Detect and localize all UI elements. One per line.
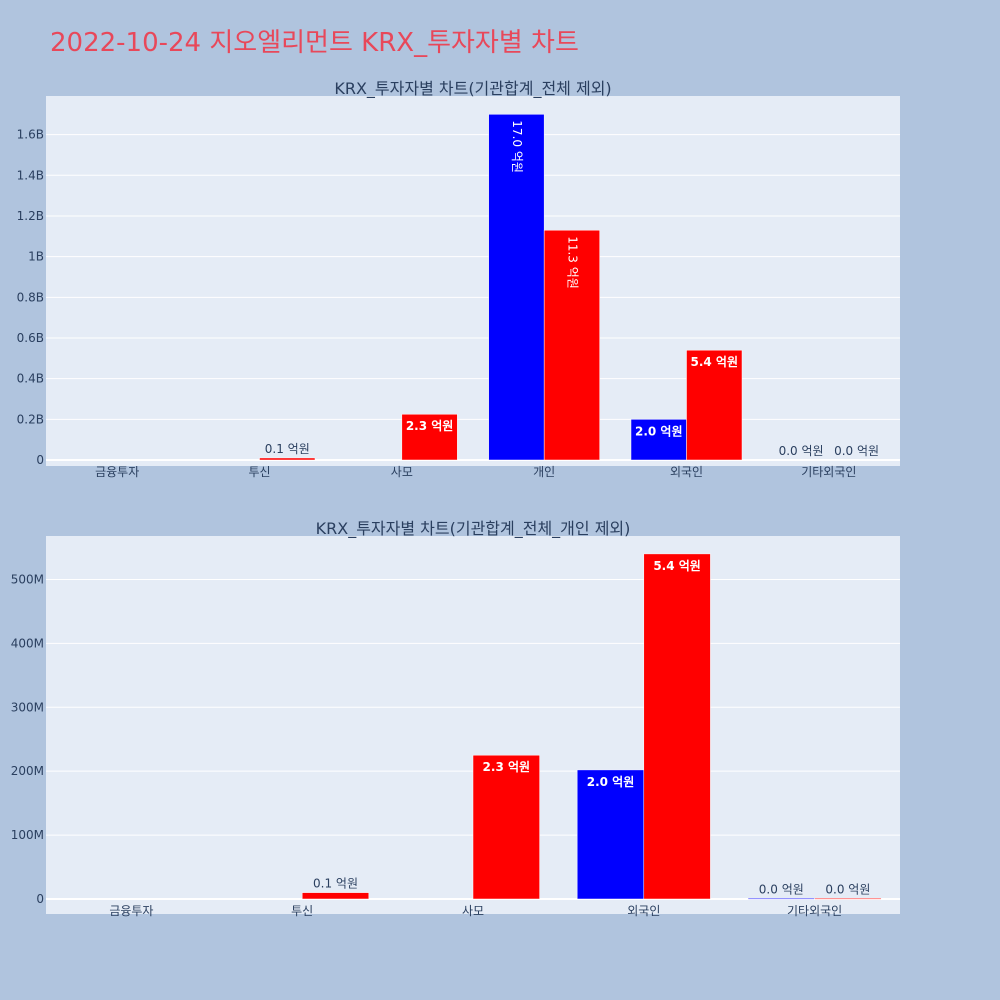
data-label: 0.0 억원: [834, 444, 879, 458]
y-tick-label: 1.6B: [17, 128, 44, 142]
x-tick-label: 사모: [462, 904, 484, 918]
bar: [401, 413, 458, 461]
x-tick-label: 사모: [391, 465, 413, 479]
data-label: 5.4 억원: [690, 355, 738, 369]
bar: [747, 898, 815, 900]
bar: [630, 419, 687, 461]
chart-title: KRX_투자자별 차트(기관합계_전체_개인 제외): [316, 519, 631, 539]
y-tick-label: 400M: [11, 636, 44, 650]
x-tick-label: 외국인: [627, 904, 660, 918]
x-tick-label: 투신: [248, 465, 270, 479]
y-tick-label: 0.2B: [17, 412, 44, 426]
data-label: 0.0 억원: [759, 882, 804, 896]
data-label: 2.0 억원: [587, 775, 635, 789]
data-label: 0.1 억원: [265, 442, 310, 456]
bar: [576, 769, 645, 900]
bar: [259, 457, 316, 461]
y-tick-label: 200M: [11, 764, 44, 778]
bar: [301, 892, 370, 900]
x-tick-label: 개인: [533, 465, 555, 479]
y-tick-label: 500M: [11, 572, 44, 586]
bar: [643, 553, 711, 900]
plot-area: [46, 96, 900, 466]
data-label: 2.3 억원: [483, 760, 531, 774]
y-tick-label: 1B: [28, 250, 44, 264]
chart-bottom: 0 100M 200M 300M 400M 500M KRX_투자자별 차트(기관합계_전체…: [11, 519, 900, 918]
bar: [814, 898, 882, 900]
data-label: 17.0 억원: [510, 120, 524, 173]
data-label: 2.3 억원: [406, 419, 454, 433]
data-label: 0.0 억원: [825, 882, 870, 896]
y-tick-label: 0: [36, 892, 44, 906]
page-title: 2022-10-24 지오엘리먼트 KRX_투자자별 차트: [50, 28, 579, 58]
bar: [488, 114, 545, 461]
bar: [472, 754, 540, 900]
data-label: 0.0 억원: [779, 444, 824, 458]
x-tick-label: 금융투자: [95, 465, 139, 479]
y-tick-label: 0.8B: [17, 290, 44, 304]
y-tick-label: 1.2B: [17, 209, 44, 223]
y-tick-label: 1.4B: [17, 168, 44, 182]
y-tick-label: 300M: [11, 700, 44, 714]
x-tick-label: 기타외국인: [787, 904, 842, 918]
y-tick-label: 100M: [11, 828, 44, 842]
data-label: 11.3 억원: [565, 236, 579, 289]
bar: [686, 349, 743, 461]
y-tick-label: 0.6B: [17, 331, 44, 345]
y-tick-label: 0: [36, 453, 44, 467]
x-tick-label: 외국인: [670, 465, 703, 479]
chart-title: KRX_투자자별 차트(기관합계_전체 제외): [334, 79, 611, 99]
data-label: 2.0 억원: [635, 424, 683, 438]
x-tick-label: 투신: [291, 904, 313, 918]
data-label: 5.4 억원: [653, 559, 701, 573]
bar: [543, 229, 600, 461]
x-tick-label: 금융투자: [109, 904, 153, 918]
data-label: 0.1 억원: [313, 877, 358, 891]
chart-top: 0 0.2B 0.4B 0.6B 0.8B 1B 1.2B 1.4B 1.6B KRX_투자자별 …: [17, 79, 900, 479]
x-tick-label: 기타외국인: [801, 465, 856, 479]
y-tick-label: 0.4B: [17, 372, 44, 386]
